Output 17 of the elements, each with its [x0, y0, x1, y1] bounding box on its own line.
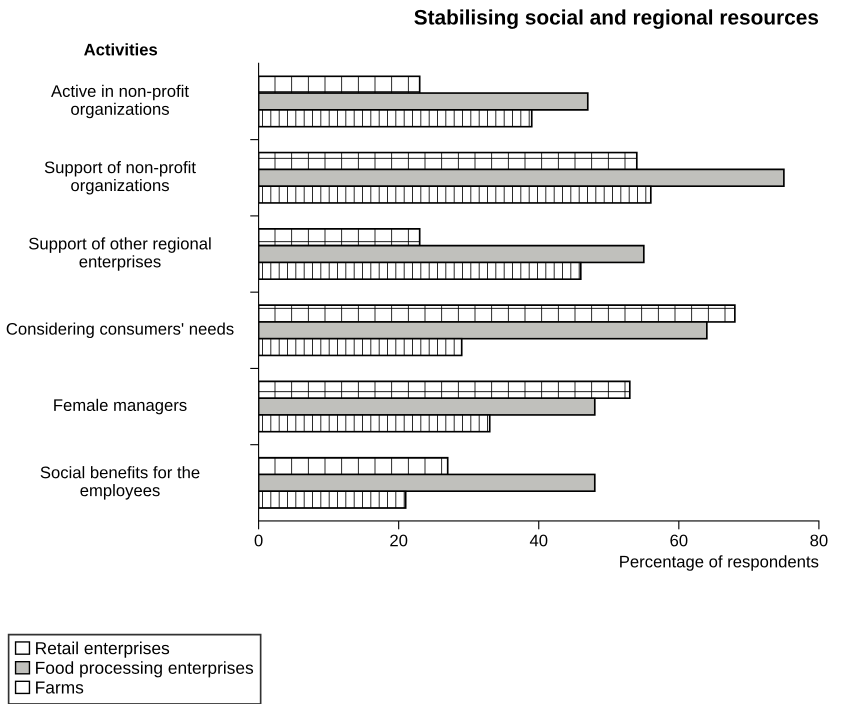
y-tick-label: Social benefits for the employees	[40, 466, 200, 500]
y-tick-label: Support of other regional enterprises	[29, 237, 211, 271]
x-tick-label: 40	[530, 534, 548, 546]
legend-label: Food processing enterprises	[36, 661, 254, 678]
y-tick-label: Female managers	[54, 398, 187, 414]
x-axis-title: Percentage of respondents	[620, 555, 818, 571]
x-tick-label: 60	[670, 534, 688, 546]
chart-title: Stabilising social and regional resources	[414, 9, 818, 29]
x-tick-label: 0	[254, 534, 263, 546]
y-tick-label: Support of non-profit organizations	[44, 161, 196, 195]
x-tick-label: 20	[390, 534, 408, 546]
x-tick-label: 80	[810, 534, 828, 546]
legend-label: Retail enterprises	[36, 642, 170, 658]
y-tick-label: Active in non-profit organizations	[51, 84, 189, 118]
legend-label: Farms	[36, 682, 84, 694]
y-tick-label: Considering consumers' needs	[6, 322, 234, 338]
y-axis-title: Activities	[84, 43, 158, 56]
